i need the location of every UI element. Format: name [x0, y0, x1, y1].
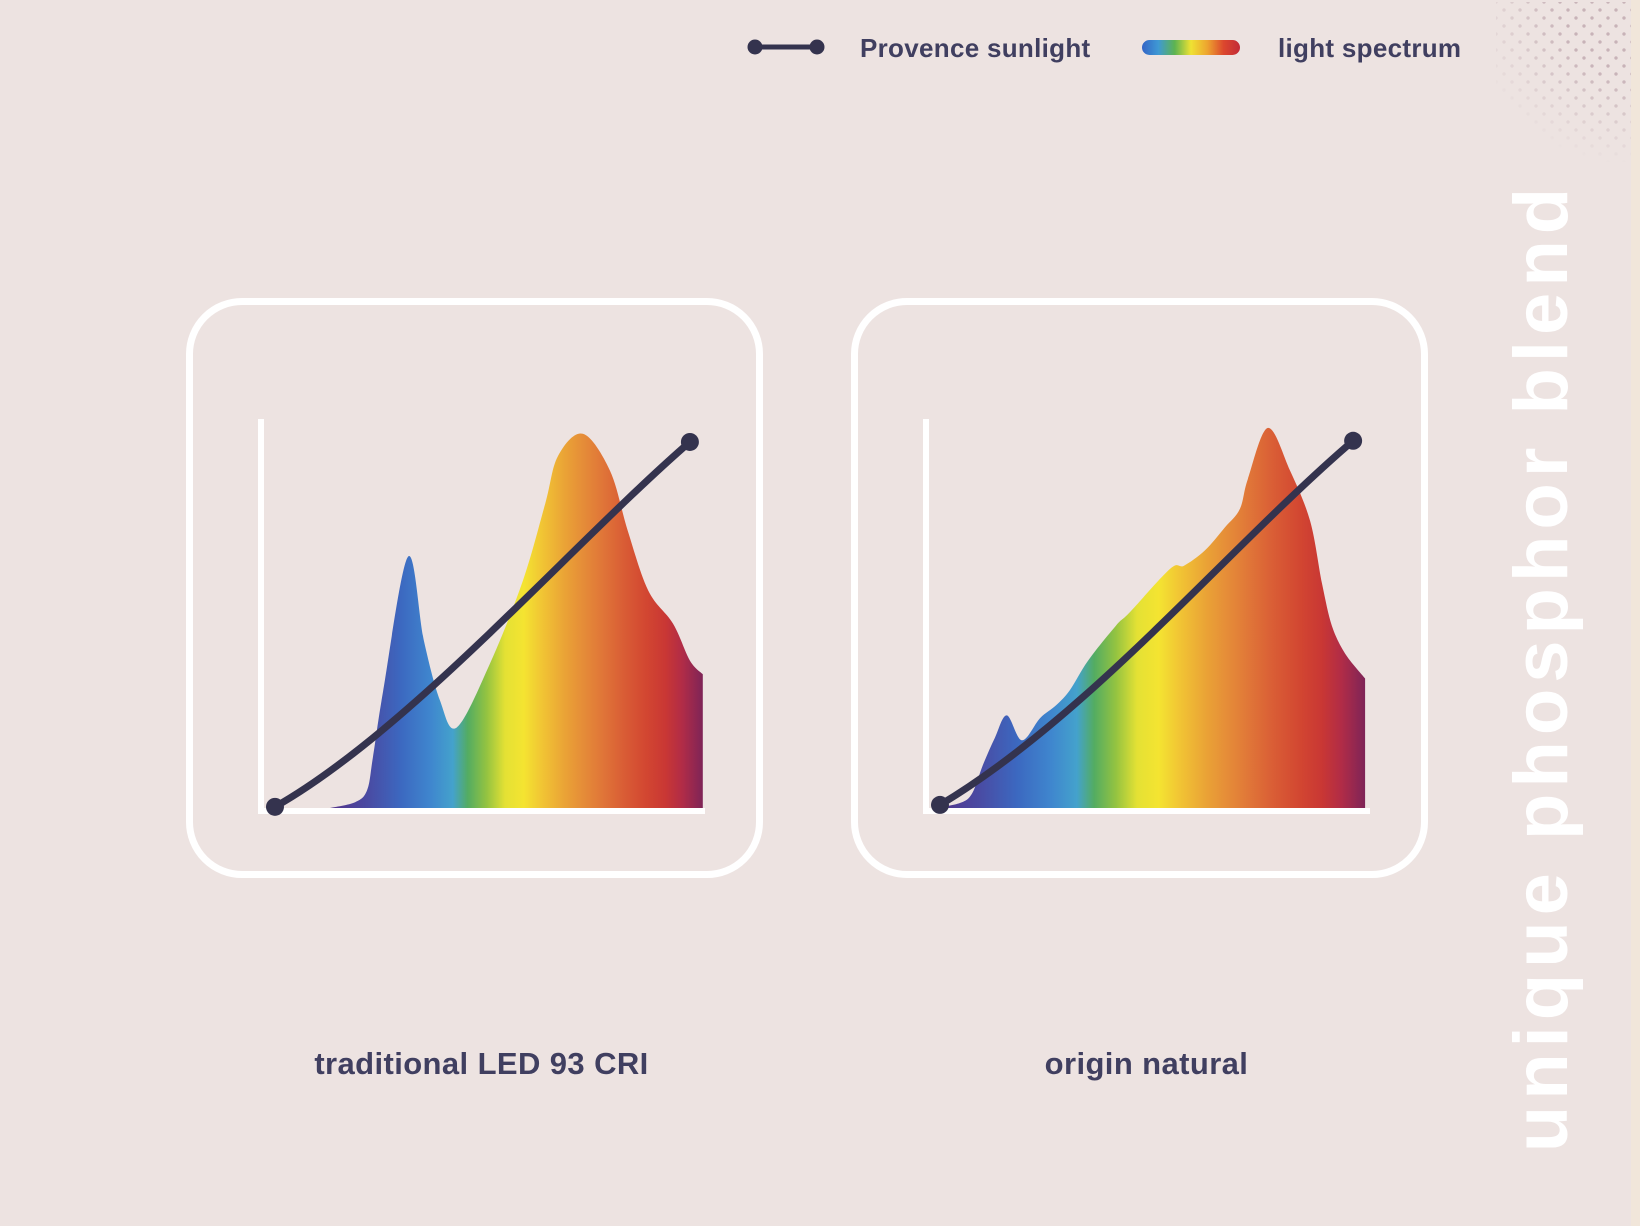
chart-card-traditional-led: [186, 298, 763, 878]
spectrum-gradient-icon: [1142, 40, 1240, 55]
spectrum-chart-traditional-led: [258, 419, 705, 816]
sunlight-line-icon: [747, 39, 825, 55]
page-edge-strip: [1631, 0, 1640, 1226]
spectrum-chart-origin-natural: [923, 419, 1370, 814]
chart-title-origin-natural: origin natural: [1044, 1046, 1249, 1081]
legend-label-spectrum: light spectrum: [1278, 33, 1462, 63]
chart-card-origin-natural: [851, 298, 1428, 878]
corner-dots-texture: [1496, 2, 1632, 162]
sunlight-line-icon-dot-right: [809, 39, 825, 55]
vertical-banner-text: unique phosphor blend: [1499, 181, 1584, 1153]
legend: Provence sunlight light spectrum: [0, 0, 1640, 90]
legend-label-sunlight: Provence sunlight: [860, 33, 1091, 63]
sunlight-line-icon-dot-left: [747, 39, 763, 55]
chart-title-traditional-led: traditional LED 93 CRI: [314, 1046, 649, 1081]
